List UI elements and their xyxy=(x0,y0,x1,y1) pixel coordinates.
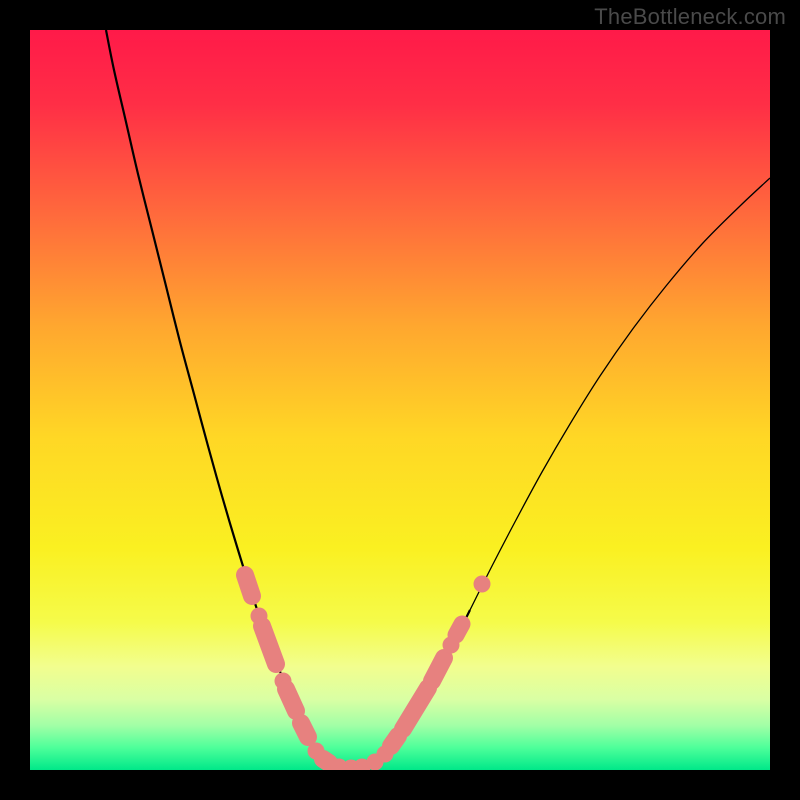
marker-pill xyxy=(432,658,444,681)
chart-background xyxy=(30,30,770,770)
plot-area xyxy=(30,30,770,770)
watermark-label: TheBottleneck.com xyxy=(594,4,786,30)
chart-svg xyxy=(30,30,770,770)
marker-dot xyxy=(474,576,491,593)
marker-pill xyxy=(286,689,296,711)
marker-pill xyxy=(456,624,462,635)
marker-pill xyxy=(391,736,398,746)
marker-pill xyxy=(301,723,308,737)
marker-pill xyxy=(245,575,252,596)
marker-pill xyxy=(323,759,329,763)
